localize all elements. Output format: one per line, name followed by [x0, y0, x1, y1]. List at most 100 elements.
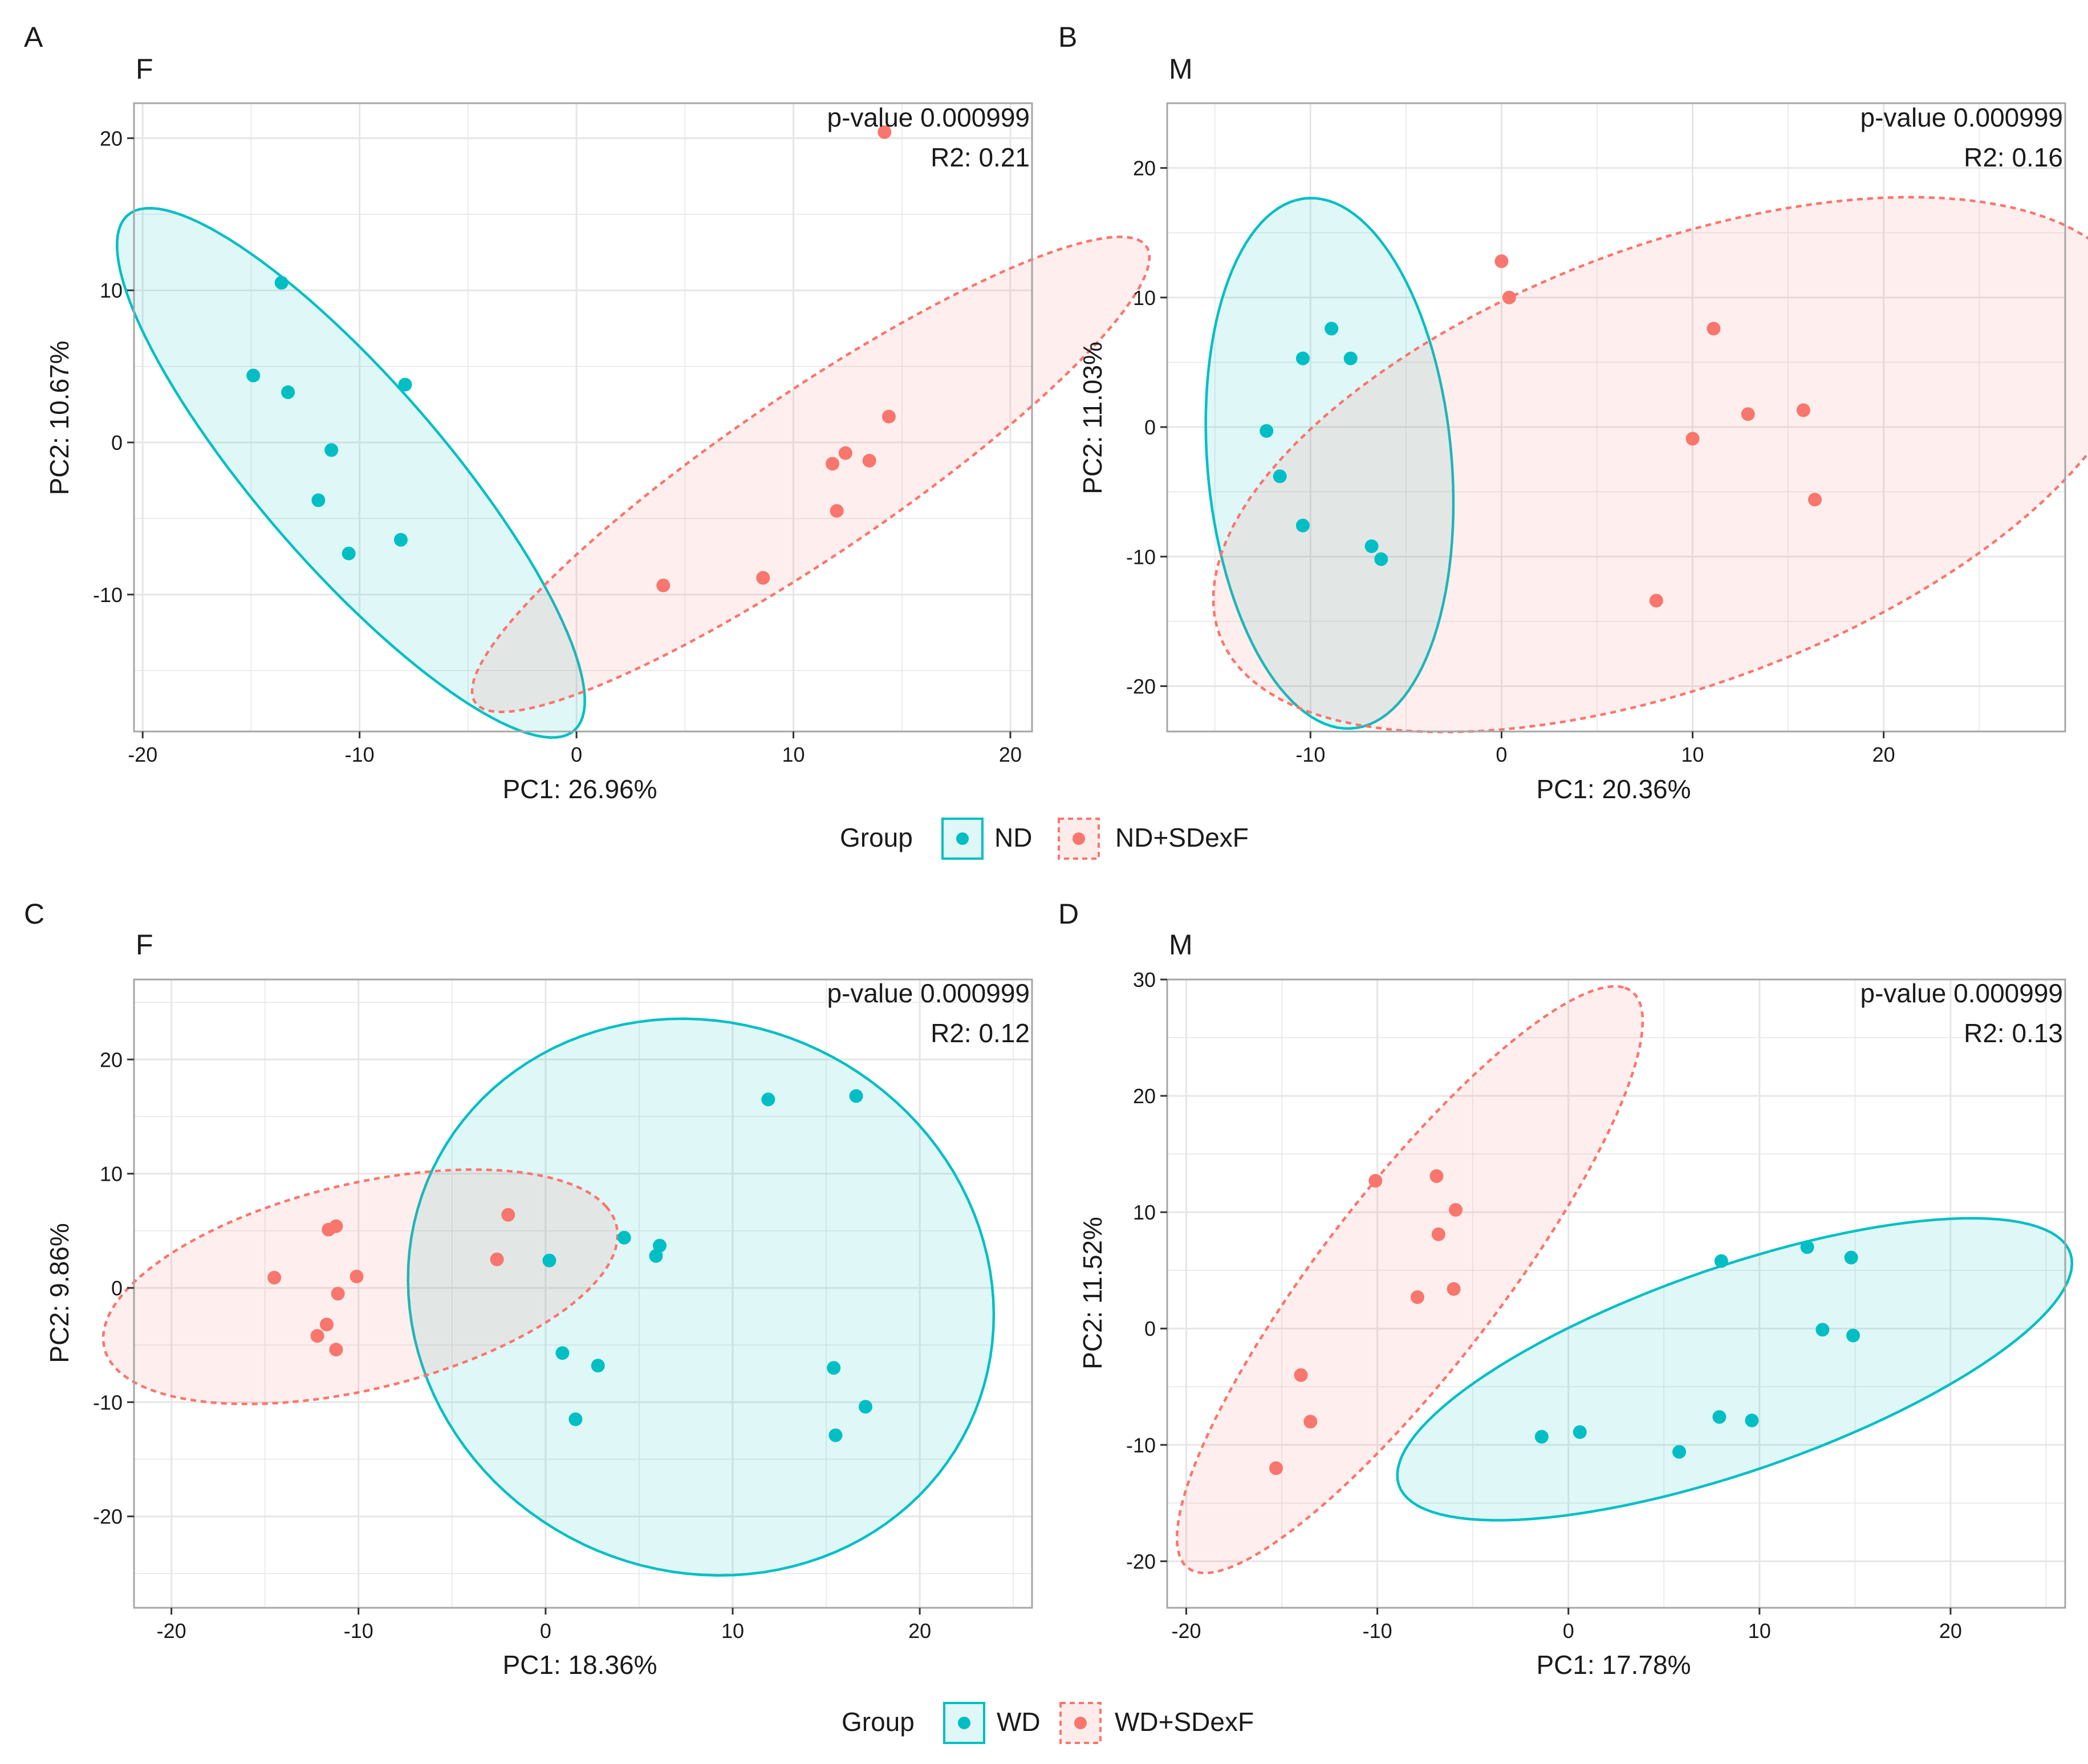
- panel-c-ellipse-wd-sdexf: [101, 1168, 619, 1405]
- panel-b-ellipse-nd-sdexf: [1212, 196, 2088, 734]
- panel-a-ytick-label: 20: [100, 127, 123, 150]
- panel-a-xtick-label: 0: [571, 743, 582, 766]
- panel-d-ellipse-wd: [1396, 1217, 2074, 1522]
- panel-b-title: M: [1169, 53, 1193, 85]
- legend-bottom-label-treated: WD+SDexF: [1115, 1707, 1254, 1737]
- legend-bottom-dot-treated: [1074, 1717, 1087, 1729]
- panel-a-xtick-label: -10: [345, 743, 375, 766]
- panel-b: B M -10 0 10 20 -20 -10 0 10 20 p-value 0.000999…: [1058, 21, 2088, 804]
- panel-a-point-nd-sdexf: [826, 457, 839, 471]
- panel-b-ytick-label: 20: [1133, 157, 1156, 180]
- panel-d-ytick-label: 10: [1133, 1201, 1156, 1224]
- panel-d-xtick-label: 20: [1939, 1619, 1962, 1643]
- legend-top-dot-treated: [1073, 832, 1085, 845]
- legend-top-title: Group: [840, 823, 913, 852]
- panel-c-point-wd: [827, 1361, 841, 1375]
- panel-c-pvalue: p-value 0.000999: [827, 978, 1030, 1008]
- panel-d-ytick-label: -10: [1126, 1433, 1156, 1457]
- panel-c-point-wd: [858, 1400, 872, 1414]
- panel-b-point-nd-sdexf: [1685, 432, 1700, 446]
- panel-c-ytick-label: 0: [111, 1277, 123, 1300]
- panel-c-point-wd-sdexf: [319, 1318, 334, 1332]
- panel-b-point-nd-sdexf: [1649, 594, 1663, 608]
- panel-a-r2: R2: 0.21: [931, 143, 1030, 172]
- panel-c-point-wd: [591, 1359, 605, 1373]
- panel-c-ytick-label: -20: [93, 1505, 123, 1529]
- panel-a-xtick-label: 10: [782, 743, 805, 766]
- panel-letter-b: B: [1058, 21, 1077, 53]
- panel-d-ylabel: PC2: 11.52%: [1078, 1217, 1107, 1369]
- panel-a-point-nd: [324, 443, 339, 457]
- legend-bottom-key-wd: [943, 1702, 985, 1744]
- panel-d-plot: -20 -10 0 10 20 -20 -10 0 10 20 30: [1126, 968, 2074, 1643]
- panel-d-ytick-label: 30: [1133, 968, 1156, 991]
- panel-c-frame: [133, 978, 1033, 1609]
- panel-c-xtick-label: 10: [721, 1619, 744, 1643]
- panel-d-point-wd: [1846, 1328, 1860, 1343]
- panel-c-point-wd: [761, 1092, 775, 1107]
- panel-c-xlabel: PC1: 18.36%: [502, 1650, 657, 1680]
- panel-c-xtick-label: 0: [540, 1619, 551, 1643]
- panel-c-point-wd: [653, 1238, 667, 1253]
- panel-c-point-wd-sdexf: [350, 1269, 364, 1283]
- panel-a-ytick-label: -10: [93, 583, 123, 607]
- panel-a-point-nd-sdexf: [881, 409, 896, 424]
- panel-d-point-wd: [1714, 1254, 1728, 1268]
- panel-c-ytick-label: -10: [93, 1391, 123, 1414]
- panel-a-point-nd-sdexf: [830, 504, 844, 518]
- panel-d-point-wd: [1745, 1413, 1759, 1428]
- panel-c-point-wd: [542, 1253, 556, 1267]
- panel-d-point-wd: [1815, 1323, 1830, 1337]
- panel-d-point-wd-sdexf: [1269, 1461, 1283, 1476]
- panel-a-point-nd: [311, 493, 326, 507]
- panel-d-xtick-label: -10: [1363, 1619, 1392, 1643]
- panel-c-point-wd-sdexf: [310, 1329, 324, 1343]
- panel-c-point-wd-sdexf: [322, 1222, 336, 1237]
- legend-top-label-nd: ND: [994, 823, 1032, 852]
- panel-d-ytick-label: -20: [1126, 1550, 1156, 1573]
- panel-d-point-wd: [1534, 1430, 1549, 1444]
- panel-c-point-wd-sdexf: [267, 1270, 282, 1285]
- panel-d-point-wd-sdexf: [1410, 1290, 1424, 1304]
- panel-c-xtick-label: -10: [344, 1619, 373, 1643]
- panel-a-point-nd-sdexf: [878, 125, 892, 139]
- panel-a-point-nd-sdexf: [656, 578, 671, 592]
- panel-d-ytick-label: 0: [1144, 1317, 1156, 1340]
- panel-b-point-nd: [1343, 351, 1358, 365]
- legend-top-label-treated: ND+SDexF: [1115, 823, 1249, 852]
- panel-d-title: M: [1169, 929, 1193, 961]
- panel-c-point-wd-sdexf: [490, 1252, 504, 1266]
- panel-d-ellipse-wd-sdexf: [1175, 985, 1644, 1575]
- panel-d-point-wd: [1712, 1410, 1727, 1424]
- panel-d-frame: [1166, 978, 2066, 1609]
- panel-a-pvalue: p-value 0.000999: [827, 103, 1030, 132]
- panel-letter-c: C: [24, 898, 44, 930]
- panel-a-plot: -20 -10 0 10 20 -10 0 10 20: [93, 102, 1151, 766]
- panel-a-point-nd-sdexf: [838, 446, 852, 460]
- panel-b-ytick-label: 10: [1133, 286, 1156, 310]
- panel-b-point-nd: [1273, 469, 1287, 483]
- panel-d-point-wd: [1672, 1445, 1687, 1459]
- panel-c-point-wd: [849, 1089, 863, 1103]
- legend-bottom: Group WD WD+SDexF: [842, 1702, 1254, 1744]
- panel-c-point-wd: [568, 1412, 583, 1426]
- panel-c-plot: -20 -10 0 10 20 -20 -10 0 10 20: [93, 978, 1033, 1643]
- panel-d-point-wd-sdexf: [1447, 1282, 1461, 1296]
- panel-d-xtick-label: 10: [1748, 1619, 1771, 1643]
- panel-c-ytick-label: 20: [100, 1048, 123, 1071]
- panel-b-frame: [1166, 102, 2066, 733]
- panel-b-xlabel: PC1: 20.36%: [1536, 774, 1691, 804]
- panel-a-ylabel: PC2: 10.67%: [44, 340, 74, 495]
- panel-d-xlabel: PC1: 17.78%: [1536, 1650, 1691, 1680]
- panel-c-point-wd-sdexf: [329, 1343, 343, 1357]
- panel-letter-d: D: [1058, 898, 1079, 930]
- panel-b-pvalue: p-value 0.000999: [1860, 103, 2063, 132]
- panel-d-point-wd: [1800, 1240, 1814, 1254]
- panel-c-xtick-label: 20: [908, 1619, 931, 1643]
- panel-b-point-nd: [1374, 552, 1388, 566]
- legend-top-dot-nd: [956, 832, 969, 845]
- legend-bottom-dot-wd: [958, 1717, 970, 1729]
- panel-b-point-nd-sdexf: [1502, 290, 1516, 304]
- panel-b-point-nd-sdexf: [1796, 403, 1810, 417]
